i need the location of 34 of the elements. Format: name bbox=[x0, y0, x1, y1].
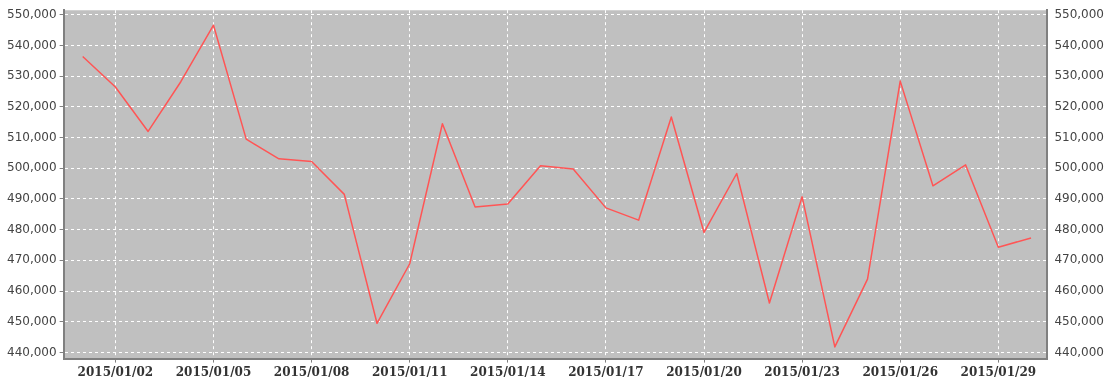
y2-tick-label: 490,000 bbox=[1054, 191, 1104, 206]
y-tick-label: 460,000 bbox=[7, 283, 57, 298]
y-tick-label: 520,000 bbox=[7, 99, 57, 114]
x-tick-label: 2015/01/20 bbox=[666, 364, 742, 379]
y-tick-label: 530,000 bbox=[7, 68, 57, 83]
x-tick-label: 2015/01/08 bbox=[273, 364, 350, 379]
y2-tick-label: 550,000 bbox=[1054, 6, 1104, 21]
y-tick-label: 480,000 bbox=[7, 221, 57, 236]
y2-tick-label: 460,000 bbox=[1054, 283, 1104, 298]
x-tick-label: 2015/01/11 bbox=[371, 364, 448, 379]
y-tick-label: 550,000 bbox=[7, 6, 57, 21]
y2-tick-label: 500,000 bbox=[1054, 160, 1104, 175]
y-tick-label: 450,000 bbox=[7, 313, 57, 328]
y2-tick-label: 510,000 bbox=[1054, 129, 1104, 144]
y-tick-label: 440,000 bbox=[7, 344, 57, 359]
x-tick-label: 2015/01/05 bbox=[175, 364, 252, 379]
y-tick-label: 510,000 bbox=[7, 129, 57, 144]
y2-tick-label: 450,000 bbox=[1054, 313, 1104, 328]
y2-tick-label: 530,000 bbox=[1054, 68, 1104, 83]
y-tick-label: 500,000 bbox=[7, 160, 57, 175]
y2-tick-label: 440,000 bbox=[1054, 344, 1104, 359]
x-tick-label: 2015/01/23 bbox=[764, 364, 840, 379]
y-tick-label: 540,000 bbox=[7, 37, 57, 52]
y-tick-label: 490,000 bbox=[7, 191, 57, 206]
y2-tick-label: 520,000 bbox=[1054, 99, 1104, 114]
x-tick-label: 2015/01/02 bbox=[77, 364, 154, 379]
x-tick-label: 2015/01/29 bbox=[960, 364, 1037, 379]
x-tick-label: 2015/01/17 bbox=[568, 364, 644, 379]
x-tick-label: 2015/01/14 bbox=[470, 364, 546, 379]
y2-tick-label: 480,000 bbox=[1054, 221, 1104, 236]
y2-tick-label: 470,000 bbox=[1054, 252, 1104, 267]
x-tick-label: 2015/01/26 bbox=[862, 364, 938, 379]
y2-tick-label: 540,000 bbox=[1054, 37, 1104, 52]
y-tick-label: 470,000 bbox=[7, 252, 57, 267]
